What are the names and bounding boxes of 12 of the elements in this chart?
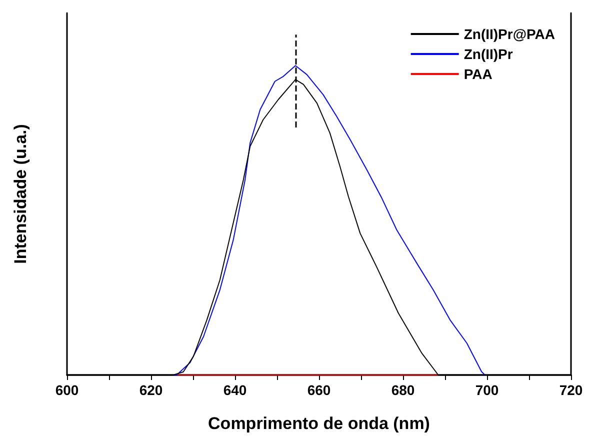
x-tick-label: 720 xyxy=(559,382,583,398)
x-tick-label: 680 xyxy=(391,382,415,398)
x-axis-title: Comprimento de onda (nm) xyxy=(208,414,430,433)
x-tick-label: 660 xyxy=(307,382,331,398)
legend-label: Zn(II)Pr@PAA xyxy=(464,26,556,42)
y-axis-title: Intensidade (u.a.) xyxy=(11,124,30,264)
legend-label: Zn(II)Pr xyxy=(464,46,514,62)
x-tick-label: 620 xyxy=(139,382,163,398)
legend-label: PAA xyxy=(464,66,492,82)
x-tick-label: 640 xyxy=(223,382,247,398)
x-tick-label: 700 xyxy=(475,382,499,398)
x-tick-label: 600 xyxy=(55,382,79,398)
